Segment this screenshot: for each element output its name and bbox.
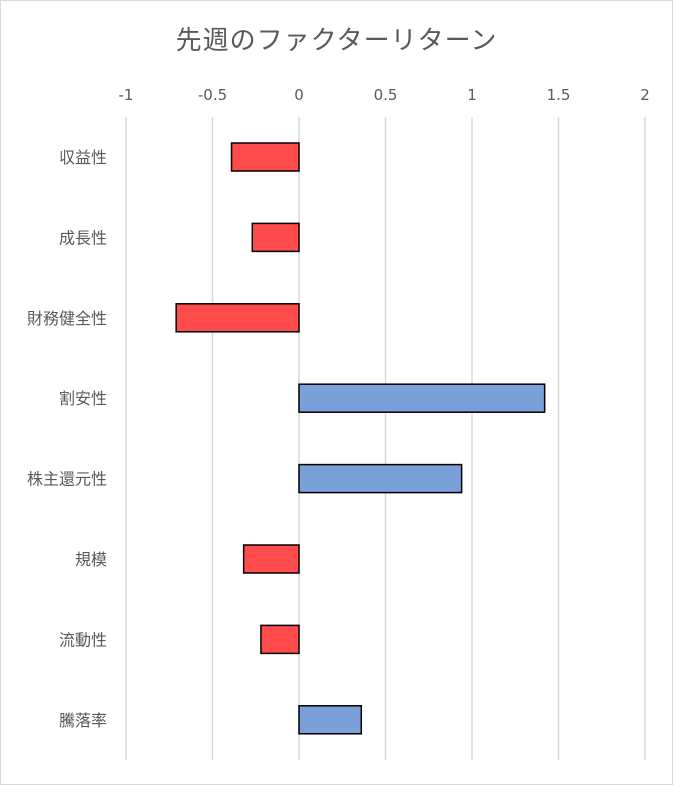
category-label: 株主還元性 <box>27 470 107 489</box>
category-label: 規模 <box>75 550 107 569</box>
chart-title: 先週のファクターリターン <box>175 26 498 56</box>
x-tick-label: 1.5 <box>547 86 571 104</box>
category-label: 騰落率 <box>59 711 107 730</box>
bar <box>260 624 300 655</box>
bar <box>230 142 300 172</box>
category-label: 成長性 <box>59 228 107 247</box>
bar <box>175 303 300 333</box>
x-tick-label: 0 <box>294 86 304 104</box>
bar <box>251 222 300 253</box>
bar <box>298 705 363 735</box>
x-tick-label: 0.5 <box>374 86 398 104</box>
category-label: 割安性 <box>59 389 107 408</box>
x-tick-label: -0.5 <box>198 86 227 104</box>
x-tick-label: 1 <box>467 86 477 104</box>
category-label: 収益性 <box>59 148 107 167</box>
x-tick-label: 2 <box>640 86 650 104</box>
bar <box>298 383 546 413</box>
x-tick-label: -1 <box>119 86 134 104</box>
bar <box>298 463 463 494</box>
category-label: 財務健全性 <box>27 309 107 328</box>
bar <box>242 544 300 574</box>
category-label: 流動性 <box>59 630 107 649</box>
